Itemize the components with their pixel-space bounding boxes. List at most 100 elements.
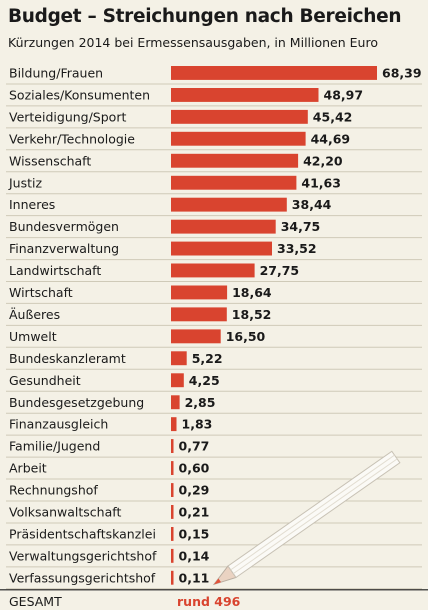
category-label: Rechnungshof (9, 483, 98, 498)
bar (171, 88, 319, 102)
bar-row: Verteidigung/Sport 45,42 (6, 109, 422, 129)
value-label: 0,29 (179, 483, 210, 498)
value-label: 0,14 (179, 548, 210, 563)
category-label: Arbeit (9, 461, 47, 476)
bar (171, 329, 221, 344)
value-label: 0,11 (179, 570, 210, 585)
bar (171, 373, 184, 388)
total-row-background (0, 589, 428, 610)
value-label: 0,60 (179, 461, 210, 476)
category-label: Familie/Jugend (9, 439, 100, 454)
category-label: Verteidigung/Sport (9, 109, 126, 124)
category-label: Wirtschaft (9, 285, 73, 300)
value-label: 48,97 (324, 88, 364, 103)
category-label: Äußeres (9, 307, 60, 322)
value-label: 68,39 (382, 66, 422, 81)
value-label: 41,63 (301, 175, 341, 190)
value-label: 0,15 (179, 527, 210, 542)
bar (171, 527, 174, 541)
value-label: 44,69 (311, 131, 351, 146)
value-label: 18,64 (232, 285, 272, 300)
bar (171, 197, 287, 212)
bar (171, 570, 174, 585)
value-label: 34,75 (281, 219, 321, 234)
chart-rows: Bildung/Frauen 68,39 Soziales/Konsumenten 4… (6, 66, 422, 590)
bar-row: Bundeskanzleramt 5,22 (6, 351, 422, 370)
category-label: Bildung/Frauen (9, 66, 103, 81)
value-label: 0,21 (179, 505, 210, 520)
category-label: Inneres (9, 197, 55, 212)
value-label: 42,20 (303, 153, 343, 168)
bar-row: Finanzverwaltung 33,52 (6, 241, 422, 261)
bar-row: Arbeit 0,60 (6, 461, 422, 480)
value-label: 1,83 (182, 417, 213, 432)
bar-row: Wissenschaft 42,20 (6, 153, 422, 173)
value-label: 5,22 (192, 351, 223, 366)
chart-title: Budget – Streichungen nach Bereichen (8, 6, 402, 27)
category-label: Landwirtschaft (9, 263, 101, 278)
category-label: Verkehr/Technologie (9, 131, 135, 146)
bar-row: Justiz 41,63 (6, 175, 422, 195)
value-label: 33,52 (277, 241, 317, 256)
bar (171, 66, 377, 80)
pencil-illustration (212, 450, 401, 586)
category-label: Finanzausgleich (9, 417, 108, 432)
category-label: Umwelt (9, 329, 57, 344)
value-label: 4,25 (189, 373, 220, 388)
value-label: 38,44 (292, 197, 332, 212)
bar (171, 461, 174, 475)
value-label: 2,85 (185, 395, 216, 410)
bar-row: Äußeres 18,52 (6, 307, 422, 326)
category-label: Gesundheit (9, 373, 81, 388)
bar (171, 285, 228, 300)
category-label: Bundesgesetzgebung (9, 395, 144, 410)
category-label: Verfassungsgerichtshof (9, 570, 156, 585)
bar (171, 439, 174, 453)
value-label: 27,75 (260, 263, 300, 278)
bar (171, 505, 174, 519)
bar-row: Bundesgesetzgebung 2,85 (6, 395, 422, 414)
category-label: Finanzverwaltung (9, 241, 119, 256)
chart-subtitle: Kürzungen 2014 bei Ermessensausgaben, in… (8, 35, 378, 50)
bar (171, 307, 227, 322)
category-label: Bundeskanzleramt (9, 351, 126, 366)
bar-row: Präsidentschaftskanzlei 0,15 (6, 527, 422, 546)
bar (171, 175, 297, 190)
bar (171, 483, 174, 497)
bar (171, 548, 174, 563)
bar (171, 131, 306, 146)
bar (171, 219, 276, 234)
bar-row: Rechnungshof 0,29 (6, 483, 422, 502)
bar-row: Volksanwaltschaft 0,21 (6, 505, 422, 524)
bar (171, 417, 177, 432)
total-value: rund 496 (177, 594, 241, 609)
bar-row: Verkehr/Technologie 44,69 (6, 131, 422, 151)
bar-row: Landwirtschaft 27,75 (6, 263, 422, 282)
category-label: Präsidentschaftskanzlei (9, 527, 156, 542)
total-row: GESAMT rund 496 (0, 589, 428, 610)
bar-row: Umwelt 16,50 (6, 329, 422, 348)
bar-row: Verfassungsgerichtshof 0,11 (6, 570, 422, 590)
value-label: 0,77 (179, 439, 210, 454)
category-label: Justiz (8, 175, 42, 190)
category-label: Wissenschaft (9, 153, 91, 168)
bar (171, 109, 308, 124)
total-label: GESAMT (9, 594, 62, 609)
category-label: Soziales/Konsumenten (9, 88, 150, 103)
bar-row: Wirtschaft 18,64 (6, 285, 422, 304)
value-label: 45,42 (313, 109, 353, 124)
category-label: Volksanwaltschaft (9, 505, 121, 520)
bar (171, 153, 299, 168)
bar-row: Bildung/Frauen 68,39 (6, 66, 422, 85)
bar (171, 395, 180, 410)
bar-row: Soziales/Konsumenten 48,97 (6, 88, 422, 107)
value-label: 16,50 (226, 329, 266, 344)
category-label: Verwaltungsgerichtshof (9, 548, 157, 563)
bar (171, 241, 272, 256)
bar (171, 351, 187, 366)
bar (171, 263, 255, 278)
category-label: Bundesvermögen (9, 219, 119, 234)
bar-row: Bundesvermögen 34,75 (6, 219, 422, 239)
bar-row: Familie/Jugend 0,77 (6, 439, 422, 458)
bar-row: Gesundheit 4,25 (6, 373, 422, 392)
